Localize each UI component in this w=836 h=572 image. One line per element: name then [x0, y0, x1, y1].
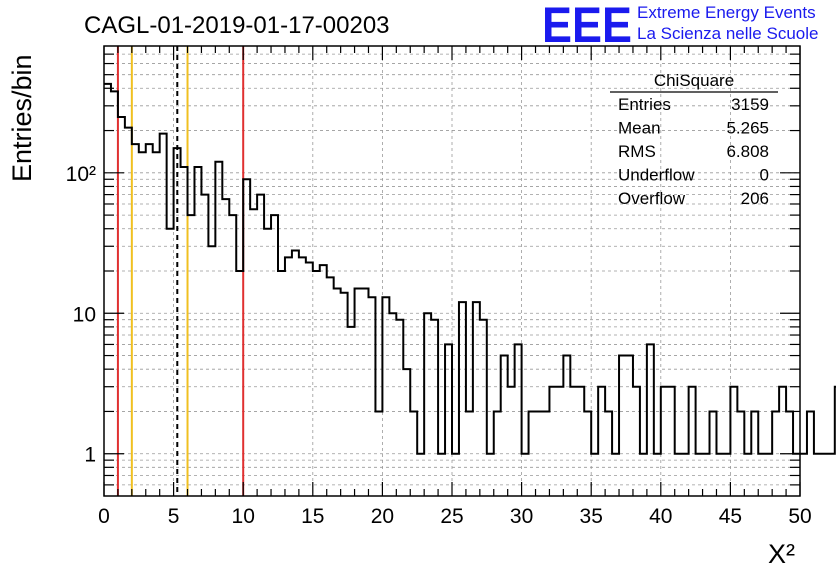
x-tick-label: 40 — [649, 505, 672, 528]
stats-value: 0 — [760, 166, 769, 185]
x-tick-label: 50 — [788, 505, 811, 528]
x-tick-label: 15 — [301, 505, 324, 528]
histogram-series — [104, 82, 836, 455]
x-axis-title: Χ² — [768, 539, 795, 569]
x-tick-label: 10 — [232, 505, 255, 528]
y-axis: 1 10 10² — [66, 53, 800, 486]
eee-logo: EEE Extreme Energy Events La Scienza nel… — [542, 0, 818, 53]
stats-label: Mean — [618, 119, 661, 138]
logo-line-2: La Scienza nelle Scuole — [637, 24, 818, 43]
stats-rows: Entries 3159 Mean 5.265 RMS 6.808 Underflow 0 Ov… — [618, 95, 769, 208]
eee-logo-mark: EEE — [542, 0, 632, 53]
x-tick-label: 5 — [168, 505, 180, 528]
stats-label: Overflow — [618, 189, 686, 208]
y-tick-label: 1 — [84, 444, 96, 467]
chart-title: CAGL-01-2019-01-17-00203 — [84, 12, 390, 39]
y-tick-label: 10² — [66, 163, 96, 186]
x-axis: 0 5 10 15 20 25 30 35 40 45 50 — [98, 46, 812, 528]
stats-label: Underflow — [618, 166, 695, 185]
x-tick-label: 30 — [510, 505, 533, 528]
stats-value: 6.808 — [726, 142, 769, 161]
y-axis-title: Entries/bin — [7, 54, 37, 182]
logo-line-1: Extreme Energy Events — [637, 3, 816, 22]
x-tick-label: 45 — [719, 505, 742, 528]
stats-value: 3159 — [731, 95, 769, 114]
x-tick-label: 25 — [440, 505, 463, 528]
y-tick-label: 10 — [73, 303, 96, 326]
x-tick-label: 20 — [371, 505, 394, 528]
stats-label: Entries — [618, 95, 671, 114]
x-tick-label: 0 — [98, 505, 110, 528]
stats-value: 5.265 — [726, 119, 769, 138]
x-tick-label: 35 — [580, 505, 603, 528]
stats-box: ChiSquare Entries 3159 Mean 5.265 RMS 6.808 Un… — [610, 71, 778, 208]
stats-label: RMS — [618, 142, 656, 161]
stats-value: 206 — [741, 189, 769, 208]
stats-title: ChiSquare — [654, 71, 734, 90]
